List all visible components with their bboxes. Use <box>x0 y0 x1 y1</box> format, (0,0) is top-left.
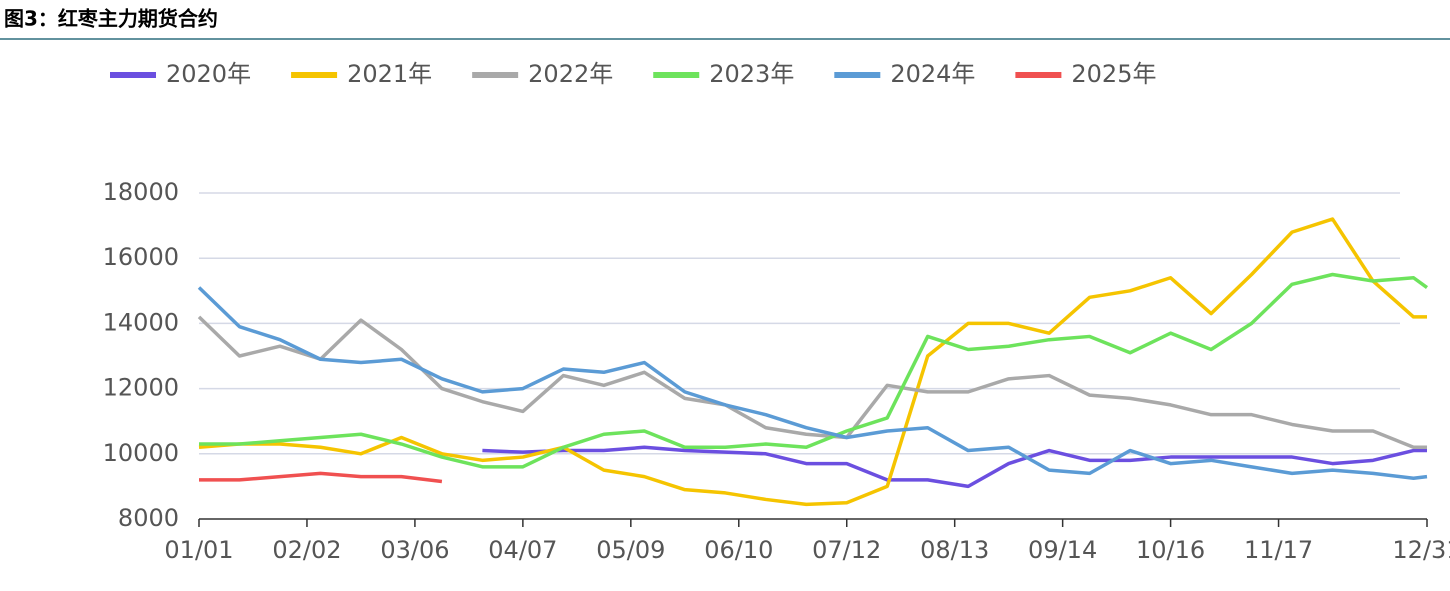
x-tick-label: 08/13 <box>920 536 989 564</box>
x-tick-label: 11/17 <box>1244 536 1313 564</box>
x-tick-label: 07/12 <box>812 536 881 564</box>
x-tick-label: 05/09 <box>596 536 665 564</box>
x-tick-label: 10/16 <box>1136 536 1205 564</box>
y-tick-label: 10000 <box>103 439 179 467</box>
x-tick-label: 09/14 <box>1028 536 1097 564</box>
series-line <box>197 286 1428 480</box>
y-tick-label: 12000 <box>103 374 179 402</box>
legend-label: 2025年 <box>1071 60 1156 88</box>
series-line <box>199 272 1429 469</box>
legend-label: 2023年 <box>709 60 794 88</box>
series-line <box>199 471 443 484</box>
series-line <box>197 315 1427 450</box>
x-tick-label: 04/07 <box>488 536 557 564</box>
x-tick-label: 03/06 <box>380 536 449 564</box>
chart-title: 图3：红枣主力期货合约 <box>4 7 218 31</box>
x-tick-label: 06/10 <box>704 536 773 564</box>
x-tick-label: 12/31 <box>1392 536 1450 564</box>
legend-label: 2024年 <box>890 60 975 88</box>
series-line <box>198 217 1427 507</box>
y-tick-label: 16000 <box>103 243 179 271</box>
y-tick-label: 18000 <box>103 178 179 206</box>
legend-label: 2022年 <box>528 60 613 88</box>
y-tick-label: 14000 <box>103 308 179 336</box>
y-tick-label: 8000 <box>118 504 179 532</box>
x-tick-label: 01/01 <box>164 536 233 564</box>
legend-label: 2020年 <box>166 60 251 88</box>
x-tick-label: 02/02 <box>272 536 341 564</box>
legend-label: 2021年 <box>347 60 432 88</box>
series-line <box>482 445 1427 489</box>
